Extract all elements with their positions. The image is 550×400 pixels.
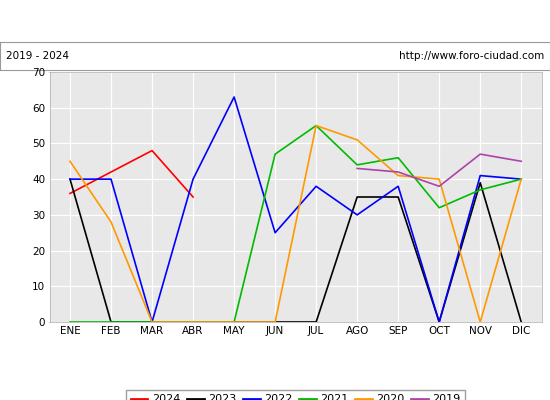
Legend: 2024, 2023, 2022, 2021, 2020, 2019: 2024, 2023, 2022, 2021, 2020, 2019 — [126, 390, 465, 400]
Text: http://www.foro-ciudad.com: http://www.foro-ciudad.com — [399, 51, 544, 61]
Text: Evolucion Nº Turistas Extranjeros en el municipio de La Hinojosa: Evolucion Nº Turistas Extranjeros en el … — [33, 14, 517, 28]
Text: 2019 - 2024: 2019 - 2024 — [6, 51, 69, 61]
